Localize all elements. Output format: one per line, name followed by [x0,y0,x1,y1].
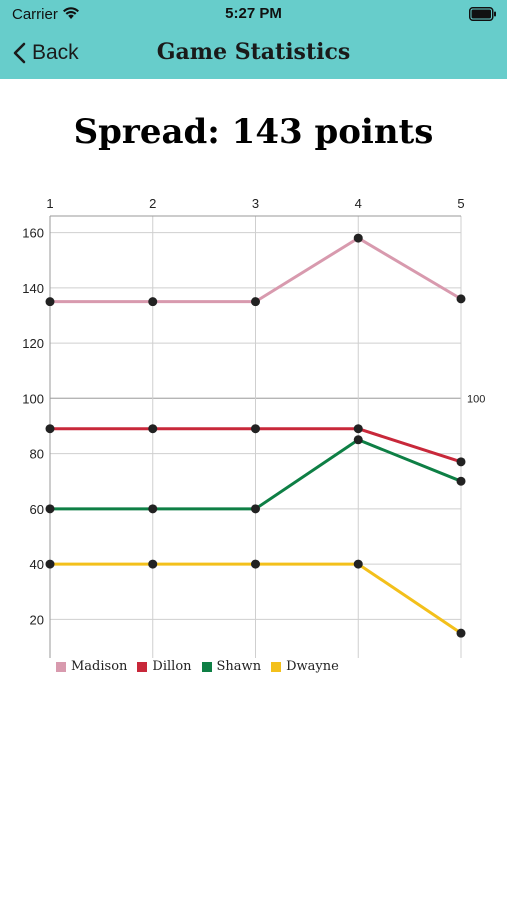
data-point-madison [45,297,55,307]
score-line-chart: 20 40 60 80 100 120 140 160 100 1 2 3 4 5 [22,196,485,658]
data-point-dwayne [45,559,55,569]
data-point-madison [251,297,260,307]
x-tick-label: 4 [355,196,362,211]
y-tick-label: 20 [30,612,44,627]
spread-heading: Spread: 143 points [73,112,434,152]
y-tick-label: 120 [22,336,44,351]
data-point-dillon [456,457,466,467]
battery-icon [469,7,496,21]
data-point-shawn [45,504,55,514]
data-point-dillon [45,424,55,434]
legend-label: Shawn [216,659,262,674]
data-point-madison [148,297,158,307]
x-tick-label: 2 [149,196,156,211]
legend-item-madison: Madison [56,659,127,674]
x-tick-label: 5 [457,196,464,211]
legend-item-dwayne: Dwayne [271,659,339,674]
legend-swatch [56,661,66,672]
y-tick-label: 160 [22,226,44,241]
chart-legend: Madison Dillon Shawn Dwayne [56,659,339,674]
y-tick-label: 40 [30,557,44,572]
x-tick-label: 3 [252,196,259,211]
status-time: 5:27 PM [225,5,282,22]
data-point-shawn [148,504,158,514]
right-axis-label: 100 [467,393,485,405]
data-point-dillon [251,424,260,434]
data-point-dwayne [456,628,466,638]
navigation-bar: Back Game Statistics [0,28,507,78]
data-point-madison [353,233,363,243]
y-tick-label: 100 [22,391,44,406]
back-button-label: Back [32,41,79,64]
data-point-madison [456,294,466,304]
legend-label: Dillon [152,659,192,674]
legend-swatch [271,661,282,672]
data-point-dwayne [353,559,363,569]
legend-swatch [137,661,148,672]
data-point-dwayne [251,559,260,569]
legend-item-dillon: Dillon [137,659,192,674]
y-tick-label: 60 [30,502,44,517]
page-title: Game Statistics [156,39,351,65]
data-point-dillon [148,424,158,434]
data-point-shawn [251,504,260,514]
wifi-icon [63,7,79,19]
data-point-shawn [456,476,466,486]
legend-swatch [201,661,212,672]
y-tick-label: 140 [22,281,44,296]
y-tick-label: 80 [30,447,44,462]
top-bar: Carrier 5:27 PM Back Game Statistics [0,0,507,79]
x-tick-label: 1 [46,196,53,211]
data-point-shawn [353,435,363,445]
back-button[interactable]: Back [12,37,79,69]
data-point-dillon [353,424,363,434]
chevron-left-icon [13,42,26,64]
status-bar: Carrier 5:27 PM [0,0,507,28]
carrier-label: Carrier [12,6,58,23]
legend-label: Madison [71,659,128,674]
legend-label: Dwayne [286,659,339,674]
data-point-dwayne [148,559,158,569]
legend-item-shawn: Shawn [201,659,262,674]
